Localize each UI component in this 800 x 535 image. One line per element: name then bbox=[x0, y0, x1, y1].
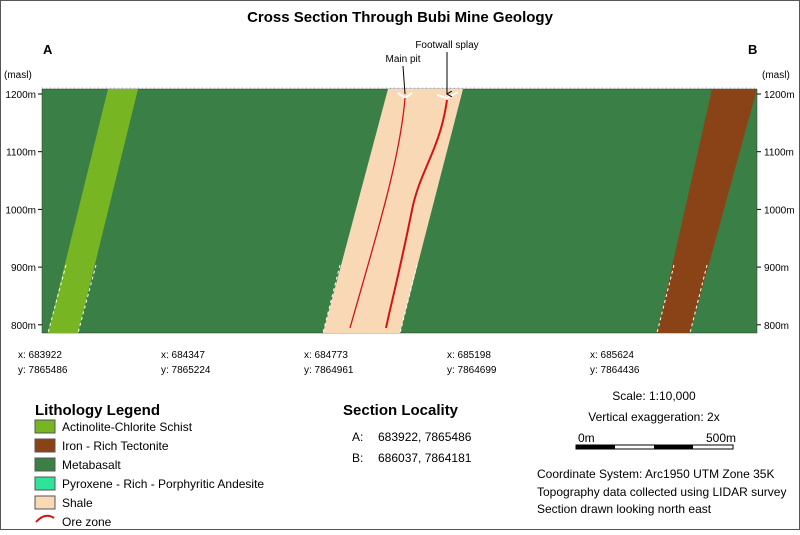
elevation-label: 1200m bbox=[764, 90, 795, 101]
coord-x: x: 683922 bbox=[18, 350, 62, 361]
unit-label: (masl) bbox=[762, 70, 790, 81]
legend-item: Metabasalt bbox=[62, 458, 121, 472]
legend-item: Ore zone bbox=[62, 515, 112, 529]
locality-label: A: bbox=[352, 430, 363, 444]
coord-x: x: 684773 bbox=[304, 350, 348, 361]
coord-y: y: 7864699 bbox=[447, 365, 497, 376]
elevation-label: 800m bbox=[764, 321, 789, 332]
elevation-label: 1000m bbox=[5, 205, 36, 216]
note: Coordinate System: Arc1950 UTM Zone 35K bbox=[537, 467, 774, 481]
elevation-label: 900m bbox=[764, 263, 789, 274]
legend-title: Lithology Legend bbox=[35, 402, 160, 419]
legend-item: Shale bbox=[62, 496, 93, 510]
elevation-label: 1100m bbox=[764, 148, 794, 159]
locality-value: 683922, 7865486 bbox=[378, 430, 472, 444]
end-label: B bbox=[748, 42, 757, 57]
locality-value: 686037, 7864181 bbox=[378, 451, 472, 465]
coord-x: x: 684347 bbox=[161, 350, 205, 361]
coord-y: y: 7865486 bbox=[18, 365, 68, 376]
coord-y: y: 7865224 bbox=[161, 365, 211, 376]
note: Section drawn looking north east bbox=[537, 502, 712, 516]
title: Cross Section Through Bubi Mine Geology bbox=[247, 9, 554, 26]
coord-x: x: 685198 bbox=[447, 350, 491, 361]
legend-item: Pyroxene - Rich - Porphyritic Andesite bbox=[62, 477, 264, 491]
exaggeration: Vertical exaggeration: 2x bbox=[588, 410, 719, 424]
scale-bar bbox=[575, 444, 734, 450]
end-label: A bbox=[43, 42, 53, 57]
locality-title: Section Locality bbox=[343, 402, 459, 419]
elevation-label: 1100m bbox=[6, 148, 36, 159]
annotation: Main pit bbox=[385, 54, 420, 65]
locality-label: B: bbox=[352, 451, 363, 465]
coord-y: y: 7864961 bbox=[304, 365, 354, 376]
scale-bar-label: 500m bbox=[706, 431, 736, 445]
scale-bar-label: 0m bbox=[578, 431, 595, 445]
elevation-label: 1000m bbox=[764, 205, 795, 216]
elevation-label: 1200m bbox=[5, 90, 36, 101]
annotation: Footwall splay bbox=[415, 40, 478, 51]
note: Topography data collected using LIDAR su… bbox=[537, 485, 786, 499]
unit-label: (masl) bbox=[4, 70, 32, 81]
section bbox=[41, 52, 758, 334]
scale: Scale: 1:10,000 bbox=[612, 389, 696, 403]
coord-y: y: 7864436 bbox=[590, 365, 640, 376]
coord-x: x: 685624 bbox=[590, 350, 634, 361]
elevation-label: 800m bbox=[11, 321, 36, 332]
legend-item: Iron - Rich Tectonite bbox=[62, 439, 169, 453]
legend-item: Actinolite-Chlorite Schist bbox=[62, 420, 193, 434]
elevation-label: 900m bbox=[11, 263, 36, 274]
legend-swatches bbox=[34, 419, 56, 523]
